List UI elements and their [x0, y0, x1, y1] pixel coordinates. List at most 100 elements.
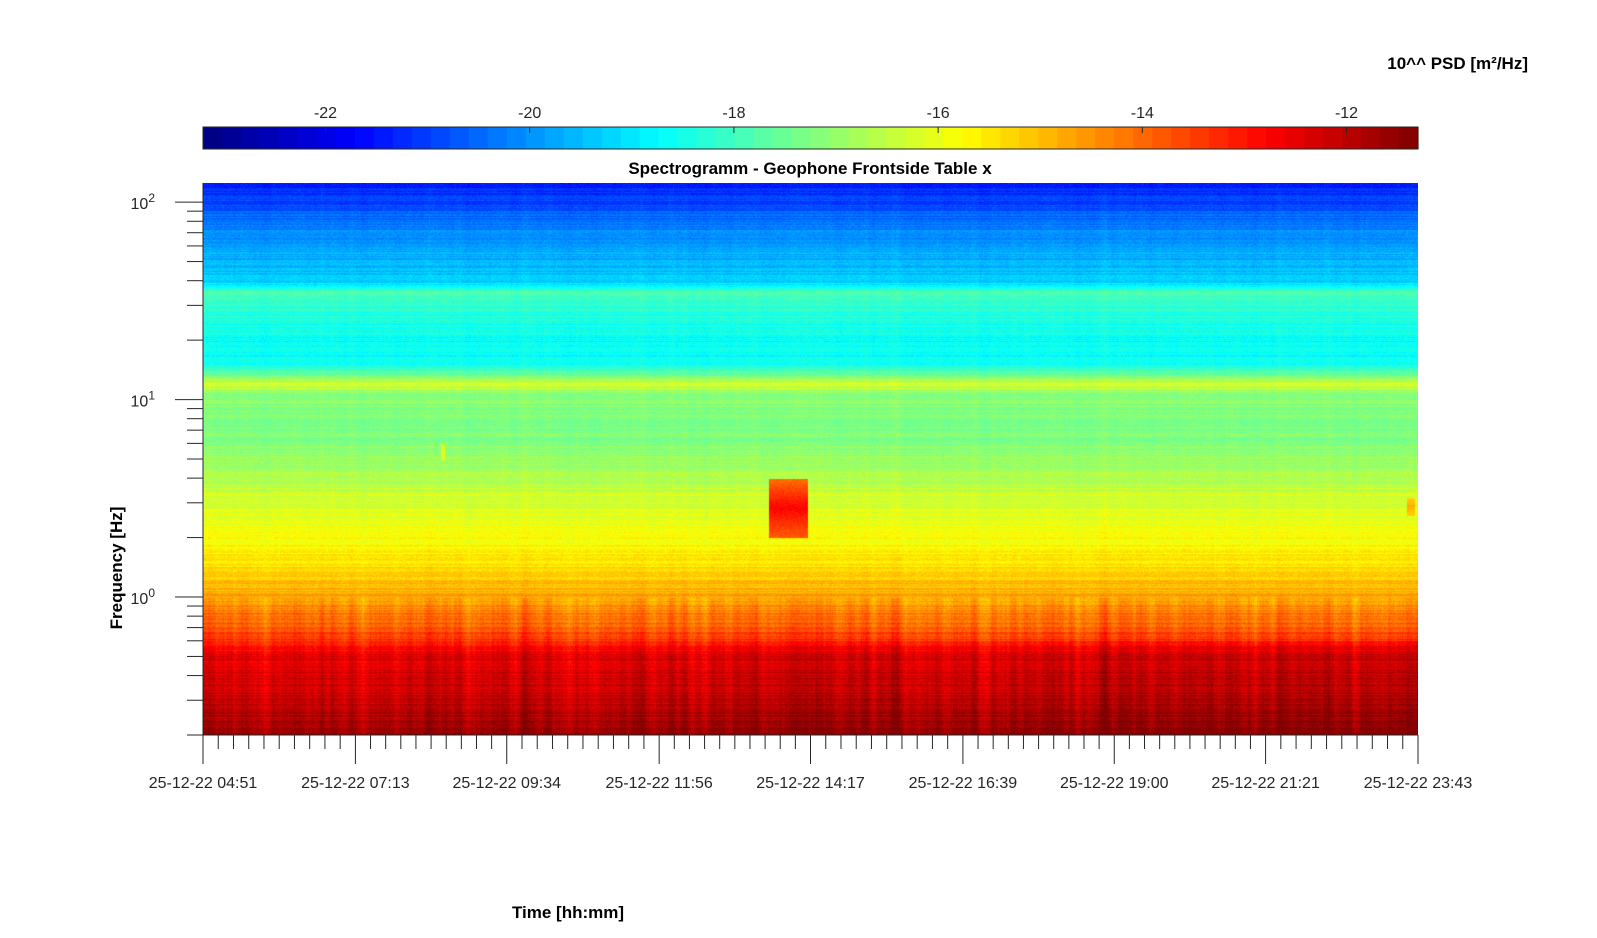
- colorbar-segment: [981, 127, 1001, 149]
- x-tick-label: 25-12-22 23:43: [1364, 775, 1473, 792]
- x-tick-label: 25-12-22 04:51: [149, 775, 258, 792]
- colorbar-segment: [1247, 127, 1267, 149]
- colorbar-segment: [582, 127, 603, 149]
- y-tick-base: 10: [131, 591, 149, 608]
- colorbar-segment: [867, 127, 888, 149]
- colorbar-tick-label: -14: [1131, 105, 1154, 122]
- colorbar-segment: [563, 127, 584, 149]
- colorbar-segment: [1342, 127, 1362, 149]
- colorbar-segment: [1076, 127, 1096, 149]
- colorbar-segment: [1152, 127, 1172, 149]
- colorbar-segment: [335, 127, 356, 149]
- colorbar-segment: [810, 127, 831, 149]
- y-tick-base: 10: [131, 394, 149, 411]
- colorbar-segment: [962, 127, 982, 149]
- colorbar-segment: [354, 127, 375, 149]
- chart-title: Spectrogramm - Geophone Frontside Table …: [628, 159, 992, 178]
- colorbar-segment: [829, 127, 850, 149]
- colorbar-segment: [392, 127, 413, 149]
- spectrogram-heatmap: [203, 183, 1418, 735]
- colorbar-segment: [1171, 127, 1191, 149]
- y-tick-label: 100: [131, 586, 156, 608]
- y-tick-label: 102: [131, 191, 156, 213]
- colorbar-tick-label: -20: [518, 105, 541, 122]
- y-tick-label: 101: [131, 389, 156, 411]
- colorbar-segment: [1038, 127, 1058, 149]
- plot-area: [203, 183, 1418, 735]
- colorbar-segment: [848, 127, 869, 149]
- colorbar-segment: [1019, 127, 1039, 149]
- colorbar-segment: [905, 127, 925, 149]
- x-tick-label: 25-12-22 07:13: [301, 775, 410, 792]
- y-tick-exponent: 2: [148, 191, 155, 205]
- x-tick-label: 25-12-22 19:00: [1060, 775, 1169, 792]
- colorbar-segment: [696, 127, 717, 149]
- colorbar-segment: [601, 127, 622, 149]
- colorbar-segment: [259, 127, 280, 149]
- colorbar-tick-label: -22: [314, 105, 337, 122]
- x-tick-label: 25-12-22 21:21: [1211, 775, 1320, 792]
- colorbar-segment: [620, 127, 641, 149]
- colorbar-segment: [677, 127, 698, 149]
- y-tick-base: 10: [131, 196, 149, 213]
- colorbar-segment: [1285, 127, 1305, 149]
- colorbar-label: 10^^ PSD [m²/Hz]: [1387, 54, 1528, 73]
- colorbar-segment: [449, 127, 470, 149]
- colorbar-segment: [1095, 127, 1115, 149]
- colorbar-segment: [1266, 127, 1286, 149]
- colorbar-segment: [1057, 127, 1077, 149]
- colorbar-segment: [1133, 127, 1153, 149]
- colorbar-ticks: -22 -20 -18 -16 -14 -12: [314, 105, 1358, 133]
- x-tick-label: 25-12-22 09:34: [452, 775, 561, 792]
- colorbar-segment: [411, 127, 432, 149]
- y-tick-exponent: 0: [148, 586, 155, 600]
- colorbar-segment: [297, 127, 318, 149]
- colorbar-segment: [373, 127, 394, 149]
- colorbar-segment: [734, 127, 755, 149]
- colorbar-frame: [202, 126, 1419, 150]
- colorbar-segment: [639, 127, 660, 149]
- colorbar-segment: [924, 127, 944, 149]
- colorbar-segment: [1323, 127, 1343, 149]
- colorbar-segment: [468, 127, 489, 149]
- colorbar: -22 -20 -18 -16 -14 -12 10^^ PSD [m²/Hz]: [202, 54, 1528, 150]
- y-tick-exponent: 1: [148, 389, 155, 403]
- colorbar-segment: [525, 127, 546, 149]
- colorbar-tick-label: -12: [1335, 105, 1358, 122]
- colorbar-segment: [240, 127, 261, 149]
- colorbar-segment: [1190, 127, 1210, 149]
- colorbar-segment: [487, 127, 508, 149]
- colorbar-segment: [506, 127, 527, 149]
- colorbar-segment: [203, 127, 223, 149]
- colorbar-gradient: [203, 127, 1419, 149]
- colorbar-tick-label: -18: [722, 105, 745, 122]
- x-tick-label: 25-12-22 14:17: [756, 775, 865, 792]
- colorbar-segment: [658, 127, 679, 149]
- colorbar-segment: [316, 127, 337, 149]
- colorbar-segment: [544, 127, 565, 149]
- x-axis-label: Time [hh:mm]: [512, 903, 624, 922]
- colorbar-segment: [886, 127, 907, 149]
- colorbar-segment: [772, 127, 793, 149]
- colorbar-segment: [1380, 127, 1400, 149]
- x-axis: 25-12-22 04:51 25-12-22 07:13 25-12-22 09:…: [149, 734, 1473, 792]
- colorbar-segment: [943, 127, 963, 149]
- colorbar-segment: [753, 127, 774, 149]
- colorbar-segment: [221, 127, 242, 149]
- colorbar-segment: [1114, 127, 1134, 149]
- colorbar-segment: [1209, 127, 1229, 149]
- x-tick-label: 25-12-22 16:39: [909, 775, 1018, 792]
- colorbar-segment: [715, 127, 736, 149]
- colorbar-tick-label: -16: [927, 105, 950, 122]
- colorbar-segment: [1399, 127, 1419, 149]
- colorbar-segment: [1228, 127, 1248, 149]
- x-tick-label: 25-12-22 11:56: [605, 775, 712, 792]
- colorbar-segment: [1000, 127, 1020, 149]
- colorbar-segment: [430, 127, 451, 149]
- colorbar-segment: [278, 127, 299, 149]
- y-axis-label: Frequency [Hz]: [107, 507, 126, 630]
- colorbar-segment: [1361, 127, 1381, 149]
- colorbar-segment: [1304, 127, 1324, 149]
